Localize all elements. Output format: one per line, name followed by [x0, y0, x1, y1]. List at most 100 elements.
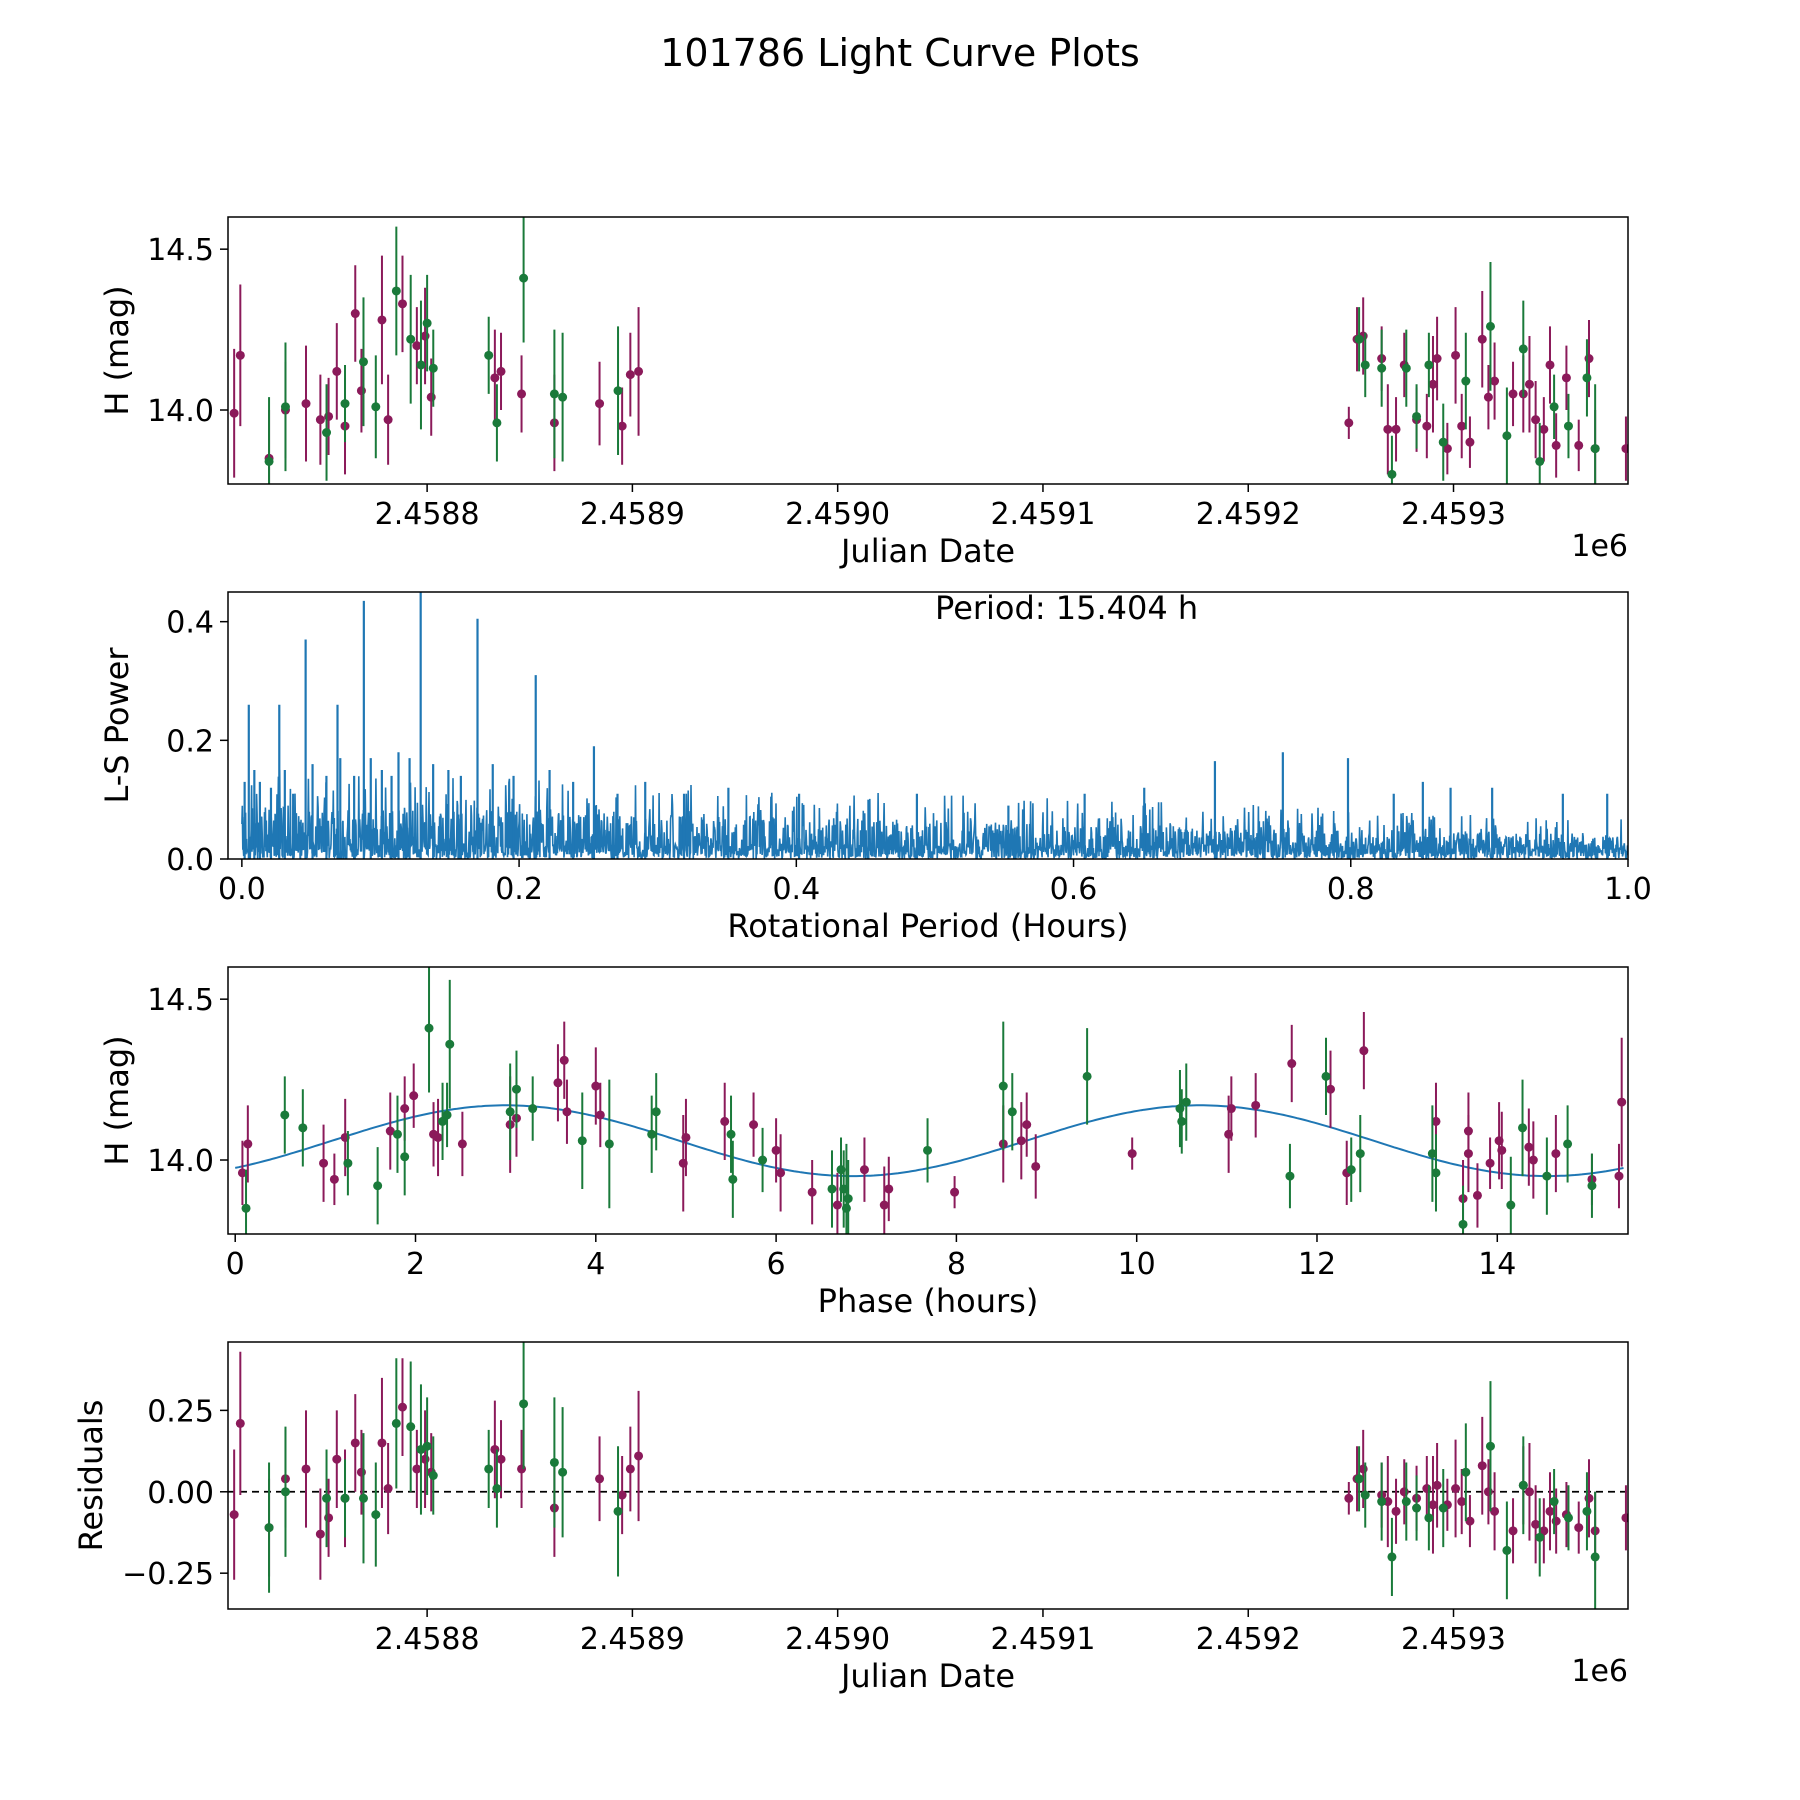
data-point: [1518, 1480, 1528, 1490]
data-point: [1431, 1116, 1441, 1126]
data-point: [1483, 1487, 1493, 1497]
x-tick-label: 0: [226, 1247, 245, 1282]
data-point: [412, 341, 422, 351]
data-point: [492, 418, 502, 428]
data-point: [728, 1174, 738, 1184]
periodogram-trace: [241, 769, 1628, 859]
data-point: [400, 1104, 410, 1114]
data-point: [243, 1139, 253, 1149]
data-point: [350, 1438, 360, 1448]
data-point: [1424, 1513, 1434, 1523]
data-point: [1485, 1441, 1495, 1451]
data-point: [553, 1078, 563, 1088]
data-point: [1477, 1461, 1487, 1471]
data-point: [315, 415, 325, 425]
data-point: [859, 1165, 869, 1175]
data-point: [1007, 1107, 1017, 1117]
data-point: [625, 1464, 635, 1474]
data-point: [422, 318, 432, 328]
periodogram-axes-frame: [227, 591, 1629, 860]
data-point: [1438, 437, 1448, 447]
data-point: [298, 1123, 308, 1133]
data-point: [1477, 334, 1487, 344]
data-point: [1387, 469, 1397, 479]
data-point: [726, 1129, 736, 1139]
data-point: [613, 386, 623, 396]
periodogram-panel: 0.0 0.2 0.4 0.6 0.8 1.0 0.0 0.2 0.4 Rotational …: [98, 589, 1652, 945]
data-point: [617, 1490, 627, 1500]
data-point: [484, 350, 494, 360]
y-tick-label: 14.5: [147, 983, 214, 1018]
data-point: [884, 1184, 894, 1194]
data-point: [1432, 354, 1442, 364]
phase-folded-x-ticks: 0 2 4 6 8 10 12 14: [226, 1234, 1516, 1282]
data-point: [371, 402, 381, 412]
data-point: [1531, 1519, 1541, 1529]
periodogram-plot-area: [241, 592, 1628, 859]
data-point: [301, 1464, 311, 1474]
y-tick-label: 14.0: [147, 394, 214, 429]
data-point: [832, 1200, 842, 1210]
data-point: [241, 1203, 251, 1213]
light-curve-offset-label: 1e6: [1571, 529, 1628, 564]
data-point: [1508, 1526, 1518, 1536]
x-tick-label: 0.0: [218, 872, 266, 907]
data-point: [496, 366, 506, 376]
y-tick-label: 0.2: [166, 724, 214, 759]
data-point: [1621, 444, 1628, 454]
data-point: [264, 456, 274, 466]
y-tick-label: 0.4: [166, 606, 214, 641]
x-tick-label: 2.4588: [375, 1622, 480, 1657]
periodogram-y-label: L-S Power: [98, 647, 136, 804]
data-point: [392, 1129, 402, 1139]
data-point: [617, 421, 627, 431]
data-point: [412, 1464, 422, 1474]
data-point: [517, 1464, 527, 1474]
x-tick-label: 6: [767, 1247, 786, 1282]
data-point: [280, 402, 290, 412]
data-point: [1561, 373, 1571, 383]
x-tick-label: 2.4592: [1196, 497, 1301, 532]
data-point: [1502, 1545, 1512, 1555]
data-point: [350, 309, 360, 319]
light-curve-plot-area: [229, 217, 1628, 484]
data-point: [445, 1039, 455, 1049]
data-point: [1383, 424, 1393, 434]
data-point: [1463, 1126, 1473, 1136]
residuals-panel: 2.4588 2.4589 2.4590 2.4591 2.4592 2.4593 −0.…: [72, 1341, 1629, 1695]
x-tick-label: 2.4593: [1401, 1622, 1506, 1657]
x-tick-label: 1.0: [1604, 872, 1652, 907]
data-point: [950, 1187, 960, 1197]
x-tick-label: 0.8: [1327, 872, 1375, 907]
x-tick-label: 2: [406, 1247, 425, 1282]
residuals-x-ticks: 2.4588 2.4589 2.4590 2.4591 2.4592 2.4593: [375, 1609, 1506, 1657]
data-point: [324, 411, 334, 421]
data-point: [771, 1145, 781, 1155]
x-tick-label: 2.4591: [990, 1622, 1095, 1657]
data-point: [1422, 1484, 1432, 1494]
data-point: [340, 1493, 350, 1503]
data-point: [235, 350, 245, 360]
data-point: [391, 1418, 401, 1428]
data-point: [406, 334, 416, 344]
data-point: [1524, 379, 1534, 389]
data-point: [1587, 1181, 1597, 1191]
data-point: [1582, 1506, 1592, 1516]
period-annotation: Period: 15.404 h: [935, 589, 1198, 627]
data-point: [409, 1091, 419, 1101]
data-point: [1427, 1149, 1437, 1159]
data-point: [625, 370, 635, 380]
data-point: [591, 1081, 601, 1091]
data-point: [315, 1529, 325, 1539]
data-point: [1326, 1084, 1336, 1094]
data-point: [519, 1399, 529, 1409]
data-point: [1483, 392, 1493, 402]
data-point: [383, 415, 393, 425]
data-point: [1412, 1503, 1422, 1513]
data-point: [329, 1174, 339, 1184]
data-point: [843, 1194, 853, 1204]
data-point: [280, 1110, 290, 1120]
data-point: [1582, 373, 1592, 383]
data-point: [237, 1168, 247, 1178]
data-point: [1344, 418, 1354, 428]
